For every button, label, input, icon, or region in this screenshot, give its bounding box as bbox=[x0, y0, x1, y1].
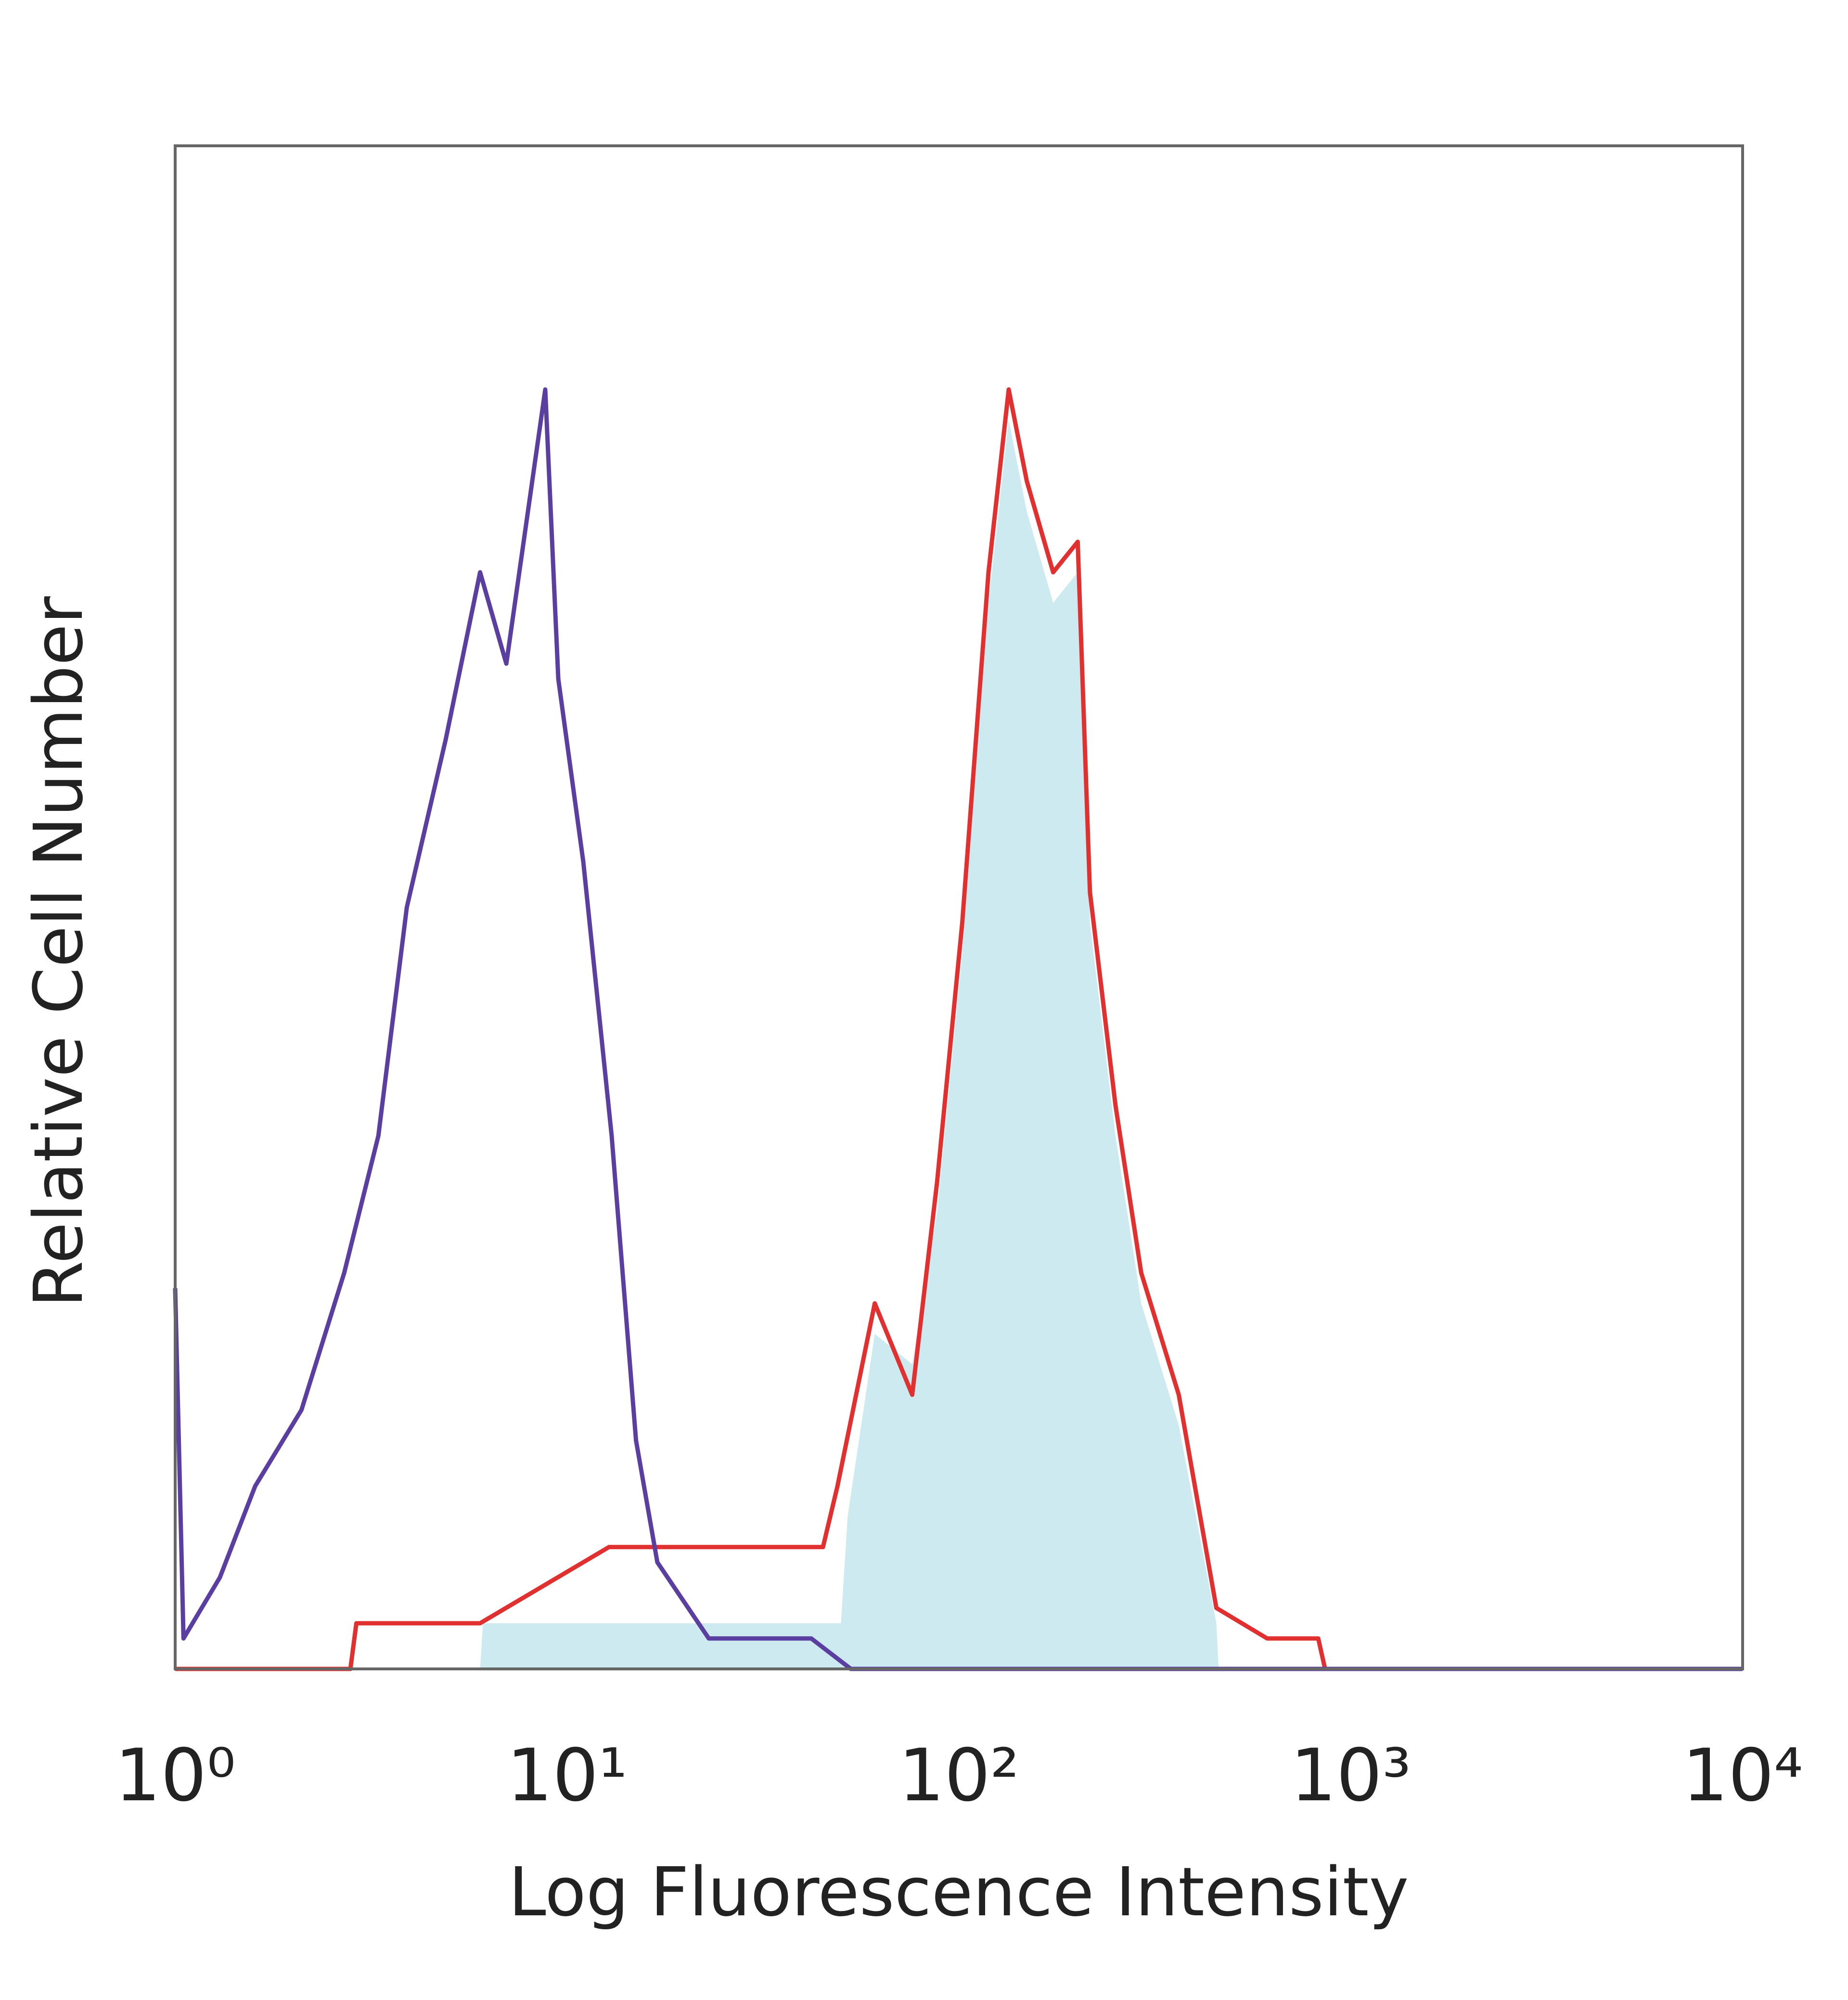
x-axis-label: Log Fluorescence Intensity bbox=[509, 1853, 1409, 1932]
x-tick-label: 10¹ bbox=[507, 1734, 628, 1818]
plot-frame bbox=[174, 144, 1744, 1670]
histogram-area bbox=[175, 420, 1743, 1669]
plot-area bbox=[173, 387, 1743, 1671]
x-tick-label: 10⁴ bbox=[1682, 1734, 1803, 1818]
y-axis-label: Relative Cell Number bbox=[20, 596, 98, 1308]
x-tick-label: 10² bbox=[898, 1734, 1019, 1818]
histogram-line bbox=[173, 387, 1743, 1671]
x-tick-label: 10³ bbox=[1290, 1734, 1411, 1818]
histogram-line bbox=[175, 387, 1743, 1671]
x-tick-label: 10⁰ bbox=[115, 1734, 235, 1818]
